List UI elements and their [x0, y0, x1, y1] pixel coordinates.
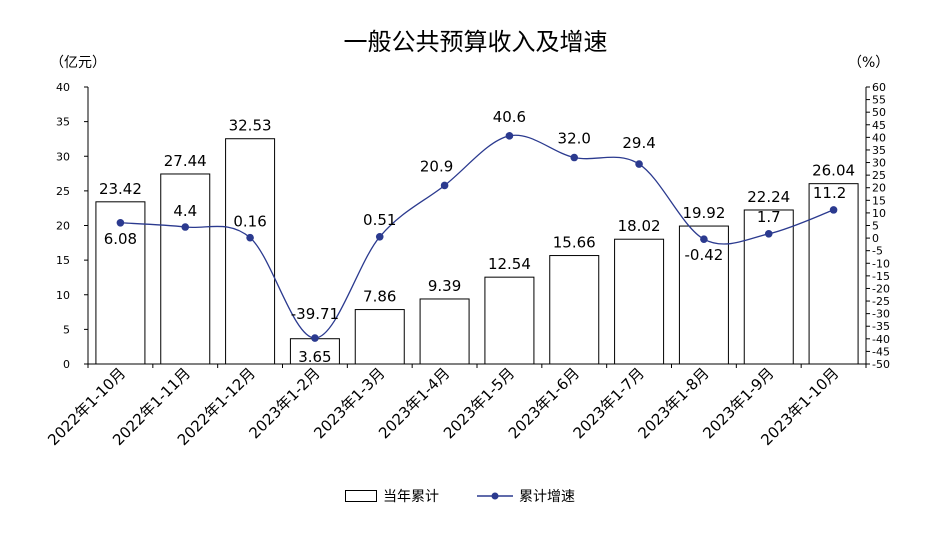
- bar: [354, 309, 405, 365]
- right-axis-tick-label: 20: [872, 182, 886, 195]
- bar: [95, 201, 146, 365]
- right-axis-tick-label: 60: [872, 81, 886, 94]
- growth-point: [570, 153, 579, 162]
- left-axis-unit: （亿元）: [50, 55, 106, 71]
- right-axis-tick-label: -35: [872, 320, 890, 333]
- growth-point: [246, 233, 254, 242]
- bar-value-label: 27.44: [164, 152, 207, 170]
- growth-point: [440, 181, 449, 190]
- right-axis-tick-label: 55: [872, 94, 886, 107]
- bar: [484, 276, 535, 365]
- right-axis-tick-label: -25: [872, 295, 890, 308]
- bar-value-label: 19.92: [682, 204, 725, 222]
- legend-bar-swatch: [345, 490, 377, 502]
- legend-line-label: 累计增速: [519, 489, 575, 505]
- line-value-label: 29.4: [622, 134, 655, 152]
- bar-value-label: 26.04: [812, 162, 855, 180]
- line-value-label: 6.08: [104, 230, 137, 248]
- bar: [289, 338, 340, 365]
- line-value-label: 40.6: [493, 108, 526, 126]
- left-axis-tick-label: 40: [56, 81, 70, 94]
- right-axis-tick-label: 30: [872, 157, 886, 170]
- growth-point: [764, 230, 773, 238]
- bar-value-label: 22.24: [747, 188, 790, 206]
- growth-point: [181, 223, 190, 231]
- bar: [678, 225, 729, 365]
- left-axis-tick-label: 30: [56, 150, 70, 163]
- right-axis-tick-label: 15: [872, 194, 886, 207]
- bar-value-label: 7.86: [363, 288, 396, 306]
- bar-value-label: 18.02: [618, 217, 661, 235]
- growth-point: [311, 334, 319, 342]
- right-axis-tick-label: 50: [872, 106, 886, 119]
- bar: [419, 298, 470, 365]
- left-axis-tick-label: 10: [56, 289, 70, 302]
- right-axis-tick-label: -45: [872, 345, 890, 358]
- right-axis-tick-label: -5: [872, 245, 883, 258]
- line-value-label: 0.16: [233, 213, 266, 231]
- right-axis-tick-label: -50: [872, 358, 890, 371]
- line-value-label: 20.9: [420, 157, 453, 175]
- growth-point: [116, 218, 125, 227]
- line-value-label: 11.2: [813, 184, 846, 202]
- growth-point: [829, 206, 838, 214]
- growth-point: [505, 132, 514, 140]
- right-axis-tick-label: -30: [872, 308, 890, 321]
- bar-value-label: 23.42: [99, 180, 142, 198]
- legend-item-bar: 当年累计: [345, 486, 439, 506]
- right-axis-tick-label: 35: [872, 144, 886, 157]
- left-axis-tick-label: 20: [56, 220, 70, 233]
- right-axis-tick-label: -10: [872, 257, 890, 270]
- line-value-label: -39.71: [291, 305, 339, 323]
- line-value-label: -0.42: [685, 246, 724, 264]
- bar: [225, 138, 276, 365]
- bar-value-label: 12.54: [488, 255, 531, 273]
- right-axis-tick-label: -15: [872, 270, 890, 283]
- left-axis-tick-label: 25: [56, 185, 70, 198]
- bar: [808, 183, 859, 365]
- right-axis-tick-label: -40: [872, 333, 890, 346]
- chart-title: 一般公共预算收入及增速: [343, 28, 608, 56]
- legend-item-line: 累计增速: [477, 486, 575, 506]
- legend-line-swatch: [477, 492, 513, 500]
- right-axis-tick-label: 10: [872, 207, 886, 220]
- bar-value-label: 32.53: [229, 117, 272, 135]
- bar-value-label: 15.66: [553, 234, 596, 252]
- growth-point: [635, 160, 643, 168]
- right-axis-tick-label: 25: [872, 169, 886, 182]
- legend-bar-label: 当年累计: [383, 489, 439, 505]
- bar-value-label: 9.39: [428, 277, 461, 295]
- left-axis-tick-label: 0: [63, 358, 70, 371]
- right-axis-tick-label: 0: [872, 232, 879, 245]
- line-value-label: 4.4: [173, 202, 197, 220]
- right-axis-tick-label: 5: [872, 220, 879, 233]
- left-axis-tick-label: 35: [56, 116, 70, 129]
- left-axis-tick-label: 5: [63, 323, 70, 336]
- legend: 当年累计 累计增速: [345, 486, 613, 506]
- right-axis-tick-label: 40: [872, 131, 886, 144]
- bar: [160, 173, 211, 365]
- right-axis-tick-label: -20: [872, 282, 890, 295]
- left-axis-tick-label: 15: [56, 254, 70, 267]
- right-axis-tick-label: 45: [872, 119, 886, 132]
- line-value-label: 32.0: [558, 130, 591, 148]
- growth-point: [375, 233, 384, 241]
- line-value-label: 1.7: [757, 208, 781, 226]
- bar: [549, 255, 600, 365]
- line-value-label: 0.51: [363, 211, 396, 229]
- bar-value-label: 3.65: [298, 348, 331, 366]
- bar: [614, 238, 665, 365]
- growth-point: [700, 235, 708, 243]
- right-axis-unit: （%）: [848, 55, 890, 71]
